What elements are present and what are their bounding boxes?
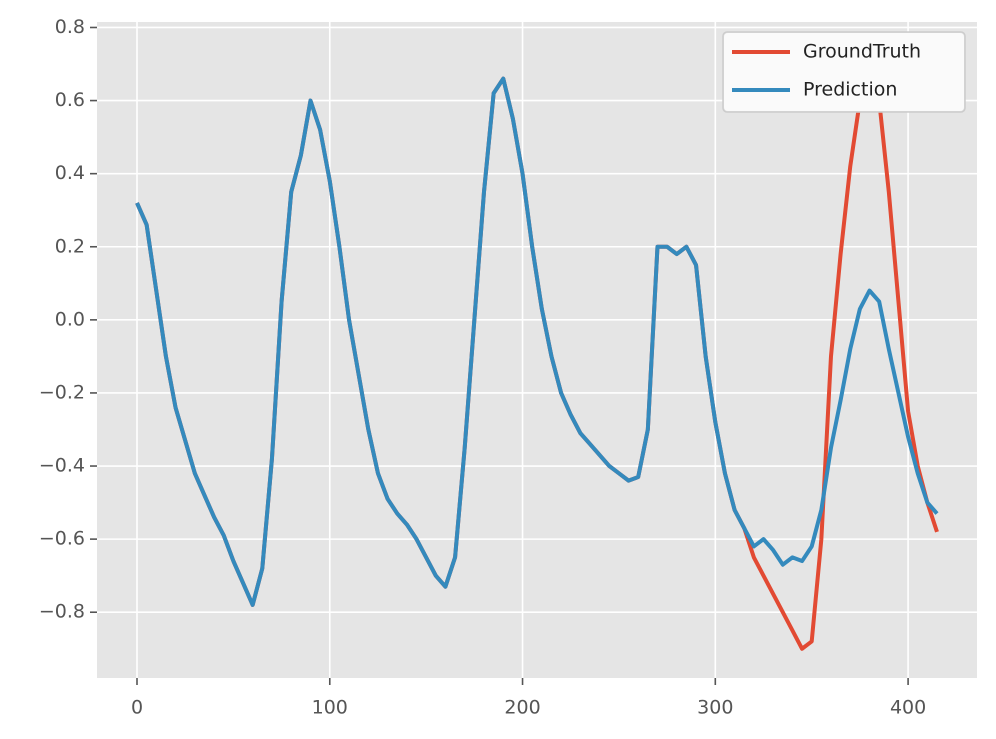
y-tick-label: 0.6 [55,89,85,111]
x-tick-label: 0 [131,697,143,719]
y-tick-label: −0.8 [39,601,85,623]
y-tick-label: 0.2 [55,235,85,257]
legend-label: Prediction [803,79,897,101]
x-tick-label: 100 [312,697,348,719]
y-tick-label: 0.4 [55,162,85,184]
x-tick-label: 400 [890,697,926,719]
plot-area [97,22,977,678]
y-tick-label: −0.2 [39,381,85,403]
data-line [135,76,939,607]
y-tick-label: 0.0 [55,308,85,330]
y-tick-label: −0.4 [39,455,85,477]
x-tick-label: 200 [504,697,540,719]
x-tick-label: 300 [697,697,733,719]
legend-label: GroundTruth [803,41,921,63]
y-tick-label: 0.8 [55,16,85,38]
y-tick-label: −0.6 [39,528,85,550]
